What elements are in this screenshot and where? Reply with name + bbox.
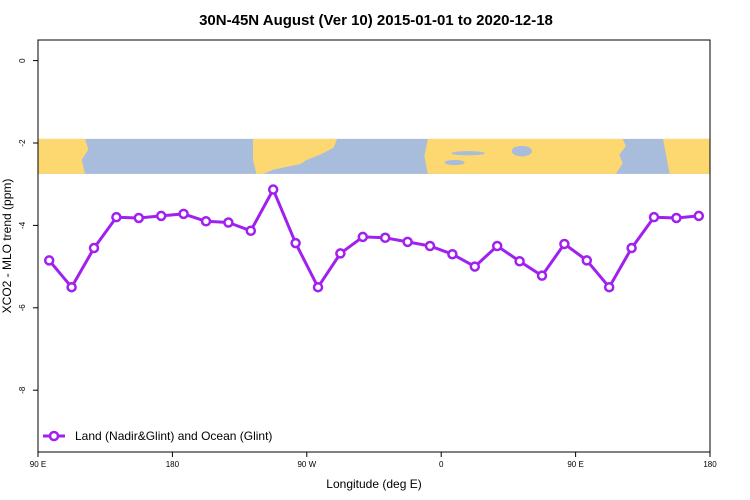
chart-title: 30N-45N August (Ver 10) 2015-01-01 to 20…	[199, 12, 553, 29]
data-point	[447, 248, 458, 260]
sea-shape	[642, 142, 651, 171]
y-axis-label: XCO2 - MLO trend (ppm)	[0, 179, 14, 314]
data-point	[290, 237, 301, 249]
y-tick-label: -2	[18, 139, 27, 147]
y-tick-label: 0	[18, 58, 27, 63]
x-tick-label: 90 E	[30, 460, 46, 469]
y-tick-label: -8	[18, 386, 27, 394]
land-shape	[253, 138, 337, 174]
land-shape	[424, 138, 626, 174]
y-tick-label: -6	[18, 304, 27, 312]
data-point	[379, 232, 391, 244]
legend-label: Land (Nadir&Glint) and Ocean (Glint)	[75, 429, 272, 443]
data-point	[200, 216, 212, 227]
data-point	[648, 211, 660, 223]
data-point	[335, 248, 346, 259]
data-point	[245, 225, 257, 237]
data-point	[469, 261, 481, 272]
land-shape	[663, 138, 710, 174]
x-tick-label: 0	[439, 460, 444, 469]
data-point	[133, 212, 145, 224]
data-point	[603, 281, 615, 293]
x-axis-label: Longitude (deg E)	[326, 477, 421, 491]
data-point	[357, 231, 369, 243]
y-tick-label: -4	[18, 221, 27, 229]
data-point	[111, 211, 122, 223]
data-point	[402, 236, 413, 248]
data-point	[312, 281, 324, 293]
land-shape	[38, 138, 89, 174]
data-point	[267, 184, 279, 195]
data-point	[559, 238, 570, 250]
data-point	[514, 255, 525, 267]
data-point	[66, 281, 77, 293]
sea-shape	[451, 151, 485, 156]
sea-shape	[511, 145, 532, 157]
data-point	[671, 212, 682, 224]
data-point	[536, 270, 548, 281]
y-axis: 0 -2 -4 -6 -8	[18, 58, 38, 394]
x-tick-label: 180	[166, 460, 180, 469]
x-tick-label: 90 E	[567, 460, 583, 469]
x-tick-label: 90 W	[297, 460, 316, 469]
data-point	[155, 210, 167, 222]
data-point	[178, 208, 189, 220]
data-point	[223, 217, 234, 228]
data-point	[581, 255, 593, 266]
data-point	[43, 255, 55, 266]
sea-shape	[444, 159, 465, 166]
x-axis: 90 E 180 90 W 0 90 E 180	[30, 452, 717, 469]
plot-frame	[37, 39, 711, 453]
legend: Land (Nadir&Glint) and Ocean (Glint)	[43, 429, 272, 443]
data-point	[693, 210, 705, 222]
data-point	[424, 240, 436, 252]
data-point	[626, 242, 637, 254]
series-line	[48, 188, 699, 289]
world-map-band	[38, 138, 710, 174]
legend-marker	[48, 430, 60, 442]
series-layer	[43, 184, 705, 293]
x-tick-label: 180	[703, 460, 717, 469]
data-point	[88, 242, 100, 254]
data-point	[491, 240, 503, 252]
